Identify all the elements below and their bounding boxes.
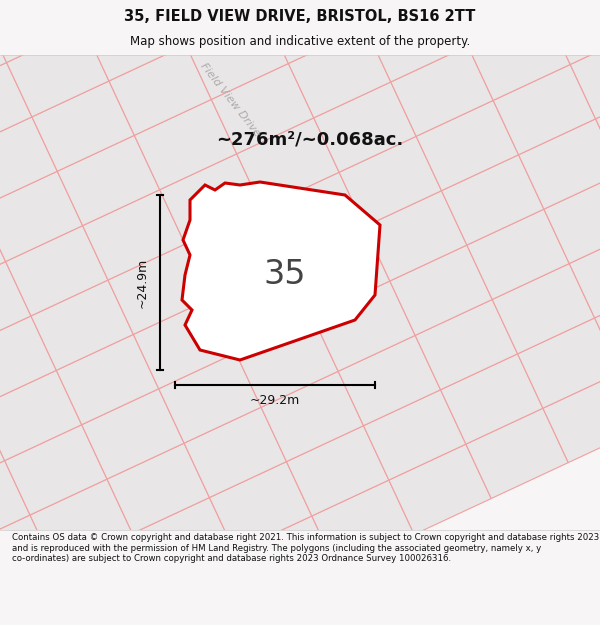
Polygon shape bbox=[467, 209, 569, 299]
Polygon shape bbox=[286, 426, 389, 516]
Text: 35, FIELD VIEW DRIVE, BRISTOL, BS16 2TT: 35, FIELD VIEW DRIVE, BRISTOL, BS16 2TT bbox=[124, 9, 476, 24]
Polygon shape bbox=[83, 0, 186, 81]
Polygon shape bbox=[314, 82, 416, 172]
Polygon shape bbox=[365, 0, 468, 82]
Polygon shape bbox=[492, 264, 595, 354]
Text: Map shows position and indicative extent of the property.: Map shows position and indicative extent… bbox=[130, 35, 470, 48]
Polygon shape bbox=[108, 244, 211, 334]
Polygon shape bbox=[0, 461, 30, 551]
Polygon shape bbox=[596, 83, 600, 173]
Polygon shape bbox=[182, 182, 380, 360]
Polygon shape bbox=[7, 27, 109, 117]
Polygon shape bbox=[185, 208, 287, 299]
Polygon shape bbox=[160, 154, 262, 244]
Polygon shape bbox=[263, 0, 365, 64]
Polygon shape bbox=[595, 282, 600, 372]
Polygon shape bbox=[0, 371, 82, 461]
Polygon shape bbox=[235, 516, 337, 606]
Polygon shape bbox=[312, 480, 414, 571]
Polygon shape bbox=[134, 99, 237, 190]
Polygon shape bbox=[287, 227, 390, 317]
Text: ~24.9m: ~24.9m bbox=[136, 258, 149, 308]
Polygon shape bbox=[0, 117, 57, 207]
Polygon shape bbox=[466, 408, 568, 499]
Polygon shape bbox=[184, 408, 286, 498]
Polygon shape bbox=[236, 317, 338, 408]
Polygon shape bbox=[0, 62, 32, 152]
Polygon shape bbox=[442, 155, 544, 245]
Polygon shape bbox=[262, 173, 364, 262]
Polygon shape bbox=[518, 119, 600, 209]
Polygon shape bbox=[0, 171, 83, 262]
Polygon shape bbox=[569, 228, 600, 318]
Polygon shape bbox=[0, 515, 55, 605]
Polygon shape bbox=[0, 316, 56, 406]
Polygon shape bbox=[159, 353, 261, 443]
Polygon shape bbox=[0, 0, 83, 62]
Polygon shape bbox=[493, 64, 596, 155]
Polygon shape bbox=[364, 390, 466, 480]
Polygon shape bbox=[389, 444, 491, 534]
Polygon shape bbox=[0, 55, 220, 540]
Polygon shape bbox=[5, 425, 107, 515]
Polygon shape bbox=[0, 406, 5, 496]
Polygon shape bbox=[31, 280, 133, 371]
Polygon shape bbox=[57, 136, 160, 226]
Text: ~276m²/~0.068ac.: ~276m²/~0.068ac. bbox=[217, 131, 404, 149]
Polygon shape bbox=[338, 336, 440, 426]
Polygon shape bbox=[133, 299, 236, 389]
Polygon shape bbox=[364, 191, 467, 281]
Polygon shape bbox=[442, 0, 545, 46]
Polygon shape bbox=[186, 9, 289, 99]
Polygon shape bbox=[109, 45, 211, 136]
Polygon shape bbox=[0, 262, 31, 352]
Polygon shape bbox=[518, 318, 600, 408]
Polygon shape bbox=[107, 443, 209, 534]
Polygon shape bbox=[56, 334, 159, 425]
Polygon shape bbox=[237, 118, 339, 208]
Polygon shape bbox=[416, 101, 518, 191]
Polygon shape bbox=[55, 534, 158, 624]
Polygon shape bbox=[289, 28, 391, 118]
Polygon shape bbox=[313, 281, 415, 371]
Polygon shape bbox=[161, 0, 263, 45]
Polygon shape bbox=[440, 354, 543, 444]
Polygon shape bbox=[415, 299, 518, 390]
Polygon shape bbox=[209, 462, 312, 552]
Polygon shape bbox=[32, 81, 134, 171]
Text: ~29.2m: ~29.2m bbox=[250, 394, 300, 406]
Polygon shape bbox=[545, 0, 600, 64]
Polygon shape bbox=[570, 29, 600, 119]
Polygon shape bbox=[544, 173, 600, 264]
Text: Contains OS data © Crown copyright and database right 2021. This information is : Contains OS data © Crown copyright and d… bbox=[12, 533, 599, 563]
Polygon shape bbox=[390, 245, 492, 336]
Polygon shape bbox=[261, 371, 364, 462]
Text: 35: 35 bbox=[264, 259, 306, 291]
Polygon shape bbox=[211, 64, 314, 154]
Polygon shape bbox=[391, 46, 493, 136]
Text: Field View Drive: Field View Drive bbox=[198, 61, 262, 139]
Polygon shape bbox=[30, 479, 133, 569]
Polygon shape bbox=[543, 372, 600, 462]
Polygon shape bbox=[133, 498, 235, 588]
Polygon shape bbox=[83, 190, 185, 280]
Polygon shape bbox=[211, 262, 313, 353]
Polygon shape bbox=[468, 10, 570, 101]
Polygon shape bbox=[0, 8, 7, 98]
Polygon shape bbox=[82, 389, 184, 479]
Polygon shape bbox=[0, 207, 5, 298]
Polygon shape bbox=[339, 136, 442, 227]
Polygon shape bbox=[5, 226, 108, 316]
